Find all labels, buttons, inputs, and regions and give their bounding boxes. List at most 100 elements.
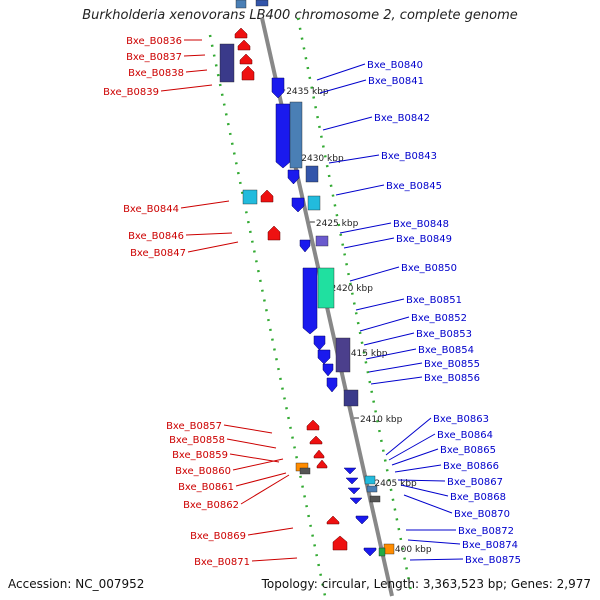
scale-label: 2435 kbp xyxy=(286,87,329,97)
forward-gene-connector xyxy=(388,433,436,461)
forward-gene-arrow xyxy=(343,467,357,475)
reverse-gene-label: Bxe_B0871 xyxy=(194,557,250,568)
reverse-gene-label: Bxe_B0847 xyxy=(130,248,186,259)
reverse-gene-arrow xyxy=(267,225,281,241)
forward-gene-arrow xyxy=(313,335,326,351)
forward-gene-label: Bxe_B0870 xyxy=(454,509,510,520)
reverse-gene-label: Bxe_B0862 xyxy=(183,500,239,511)
gene-feature-block xyxy=(383,543,395,555)
reverse-gene-label: Bxe_B0839 xyxy=(103,87,159,98)
forward-gene-connector xyxy=(349,266,400,282)
forward-gene-label: Bxe_B0867 xyxy=(447,477,503,488)
forward-gene-connector xyxy=(391,448,439,466)
forward-gene-connector xyxy=(368,362,423,373)
scale-label: 2420 kbp xyxy=(331,284,374,294)
scale-label: 2405 kbp xyxy=(374,479,417,489)
forward-gene-label: Bxe_B0849 xyxy=(396,234,452,245)
forward-dotted-track xyxy=(296,17,414,597)
reverse-gene-label: Bxe_B0859 xyxy=(172,450,228,461)
reverse-gene-arrow xyxy=(332,535,348,551)
reverse-gene-arrow xyxy=(313,449,325,459)
forward-gene-label: Bxe_B0868 xyxy=(450,492,506,503)
forward-gene-label: Bxe_B0850 xyxy=(401,263,457,274)
forward-gene-label: Bxe_B0855 xyxy=(424,359,480,370)
reverse-gene-connector xyxy=(223,424,273,434)
gene-feature-block xyxy=(219,43,235,83)
forward-gene-arrow xyxy=(345,477,359,485)
forward-gene-connector xyxy=(316,63,366,81)
forward-gene-connector xyxy=(409,558,464,561)
forward-gene-label: Bxe_B0872 xyxy=(458,526,514,537)
reverse-gene-connector xyxy=(235,472,287,487)
reverse-gene-label: Bxe_B0869 xyxy=(190,531,246,542)
forward-gene-arrow xyxy=(302,267,318,335)
forward-gene-connector xyxy=(400,484,449,497)
forward-gene-connector xyxy=(359,316,410,332)
forward-gene-label: Bxe_B0842 xyxy=(374,113,430,124)
forward-gene-connector xyxy=(339,222,392,234)
scale-label: 2410 kbp xyxy=(360,415,403,425)
reverse-gene-arrow xyxy=(306,419,320,431)
forward-gene-label: Bxe_B0865 xyxy=(440,445,496,456)
gene-feature-block xyxy=(343,389,359,407)
forward-gene-label: Bxe_B0852 xyxy=(411,313,467,324)
reverse-gene-connector xyxy=(180,200,230,209)
gene-feature-block xyxy=(255,0,269,7)
forward-gene-arrow xyxy=(322,363,334,377)
gene-feature-block xyxy=(242,189,258,205)
reverse-gene-arrow xyxy=(241,65,255,81)
reverse-gene-arrow xyxy=(309,435,323,445)
reverse-gene-label: Bxe_B0836 xyxy=(126,36,182,47)
forward-gene-connector xyxy=(355,298,405,311)
reverse-gene-connector xyxy=(226,438,277,449)
scale-label: 2415 kbp xyxy=(345,349,388,359)
reverse-gene-label: Bxe_B0857 xyxy=(166,421,222,432)
forward-gene-connector xyxy=(385,417,432,456)
reverse-gene-connector xyxy=(185,69,208,73)
gene-feature-block xyxy=(299,467,311,475)
gene-feature-block xyxy=(289,101,303,169)
forward-gene-connector xyxy=(335,184,385,196)
reverse-gene-connector xyxy=(229,453,280,463)
forward-gene-label: Bxe_B0853 xyxy=(416,329,472,340)
reverse-gene-label: Bxe_B0844 xyxy=(123,204,179,215)
forward-gene-label: Bxe_B0845 xyxy=(386,181,442,192)
forward-gene-label: Bxe_B0843 xyxy=(381,151,437,162)
reverse-gene-label: Bxe_B0837 xyxy=(126,52,182,63)
forward-gene-connector xyxy=(403,494,453,514)
forward-gene-connector xyxy=(363,332,415,346)
gene-feature-block xyxy=(235,0,247,9)
forward-gene-label: Bxe_B0854 xyxy=(418,345,474,356)
gene-feature-block xyxy=(305,165,319,183)
forward-gene-label: Bxe_B0840 xyxy=(367,60,423,71)
reverse-gene-connector xyxy=(247,527,294,536)
forward-gene-connector xyxy=(370,376,423,385)
accession-label: Accession: NC_007952 xyxy=(8,577,145,591)
reverse-gene-connector xyxy=(240,474,290,505)
forward-gene-label: Bxe_B0864 xyxy=(437,430,493,441)
forward-gene-label: Bxe_B0856 xyxy=(424,373,480,384)
reverse-gene-arrow xyxy=(326,515,340,525)
reverse-gene-arrow xyxy=(260,189,274,203)
reverse-gene-connector xyxy=(183,54,206,57)
forward-gene-connector xyxy=(365,348,417,360)
scale-label: 2425 kbp xyxy=(316,219,359,229)
gene-feature-block xyxy=(378,547,386,557)
gene-feature-block xyxy=(364,475,376,485)
gene-feature-block xyxy=(366,485,378,493)
map-title: Burkholderia xenovorans LB400 chromosome… xyxy=(82,8,518,23)
forward-gene-label: Bxe_B0875 xyxy=(465,555,521,566)
forward-gene-arrow xyxy=(355,515,369,525)
forward-gene-arrow xyxy=(317,349,331,365)
reverse-gene-label: Bxe_B0858 xyxy=(169,435,225,446)
forward-gene-label: Bxe_B0874 xyxy=(462,540,518,551)
forward-gene-arrow xyxy=(291,197,305,213)
genome-summary: Topology: circular, Length: 3,363,523 bp… xyxy=(261,577,591,591)
forward-gene-arrow xyxy=(349,497,363,505)
scale-label: 2400 kbp xyxy=(389,545,432,555)
forward-gene-arrow xyxy=(287,169,300,185)
gene-feature-block xyxy=(317,267,335,309)
forward-gene-connector xyxy=(394,464,442,473)
forward-gene-arrow xyxy=(275,103,291,169)
